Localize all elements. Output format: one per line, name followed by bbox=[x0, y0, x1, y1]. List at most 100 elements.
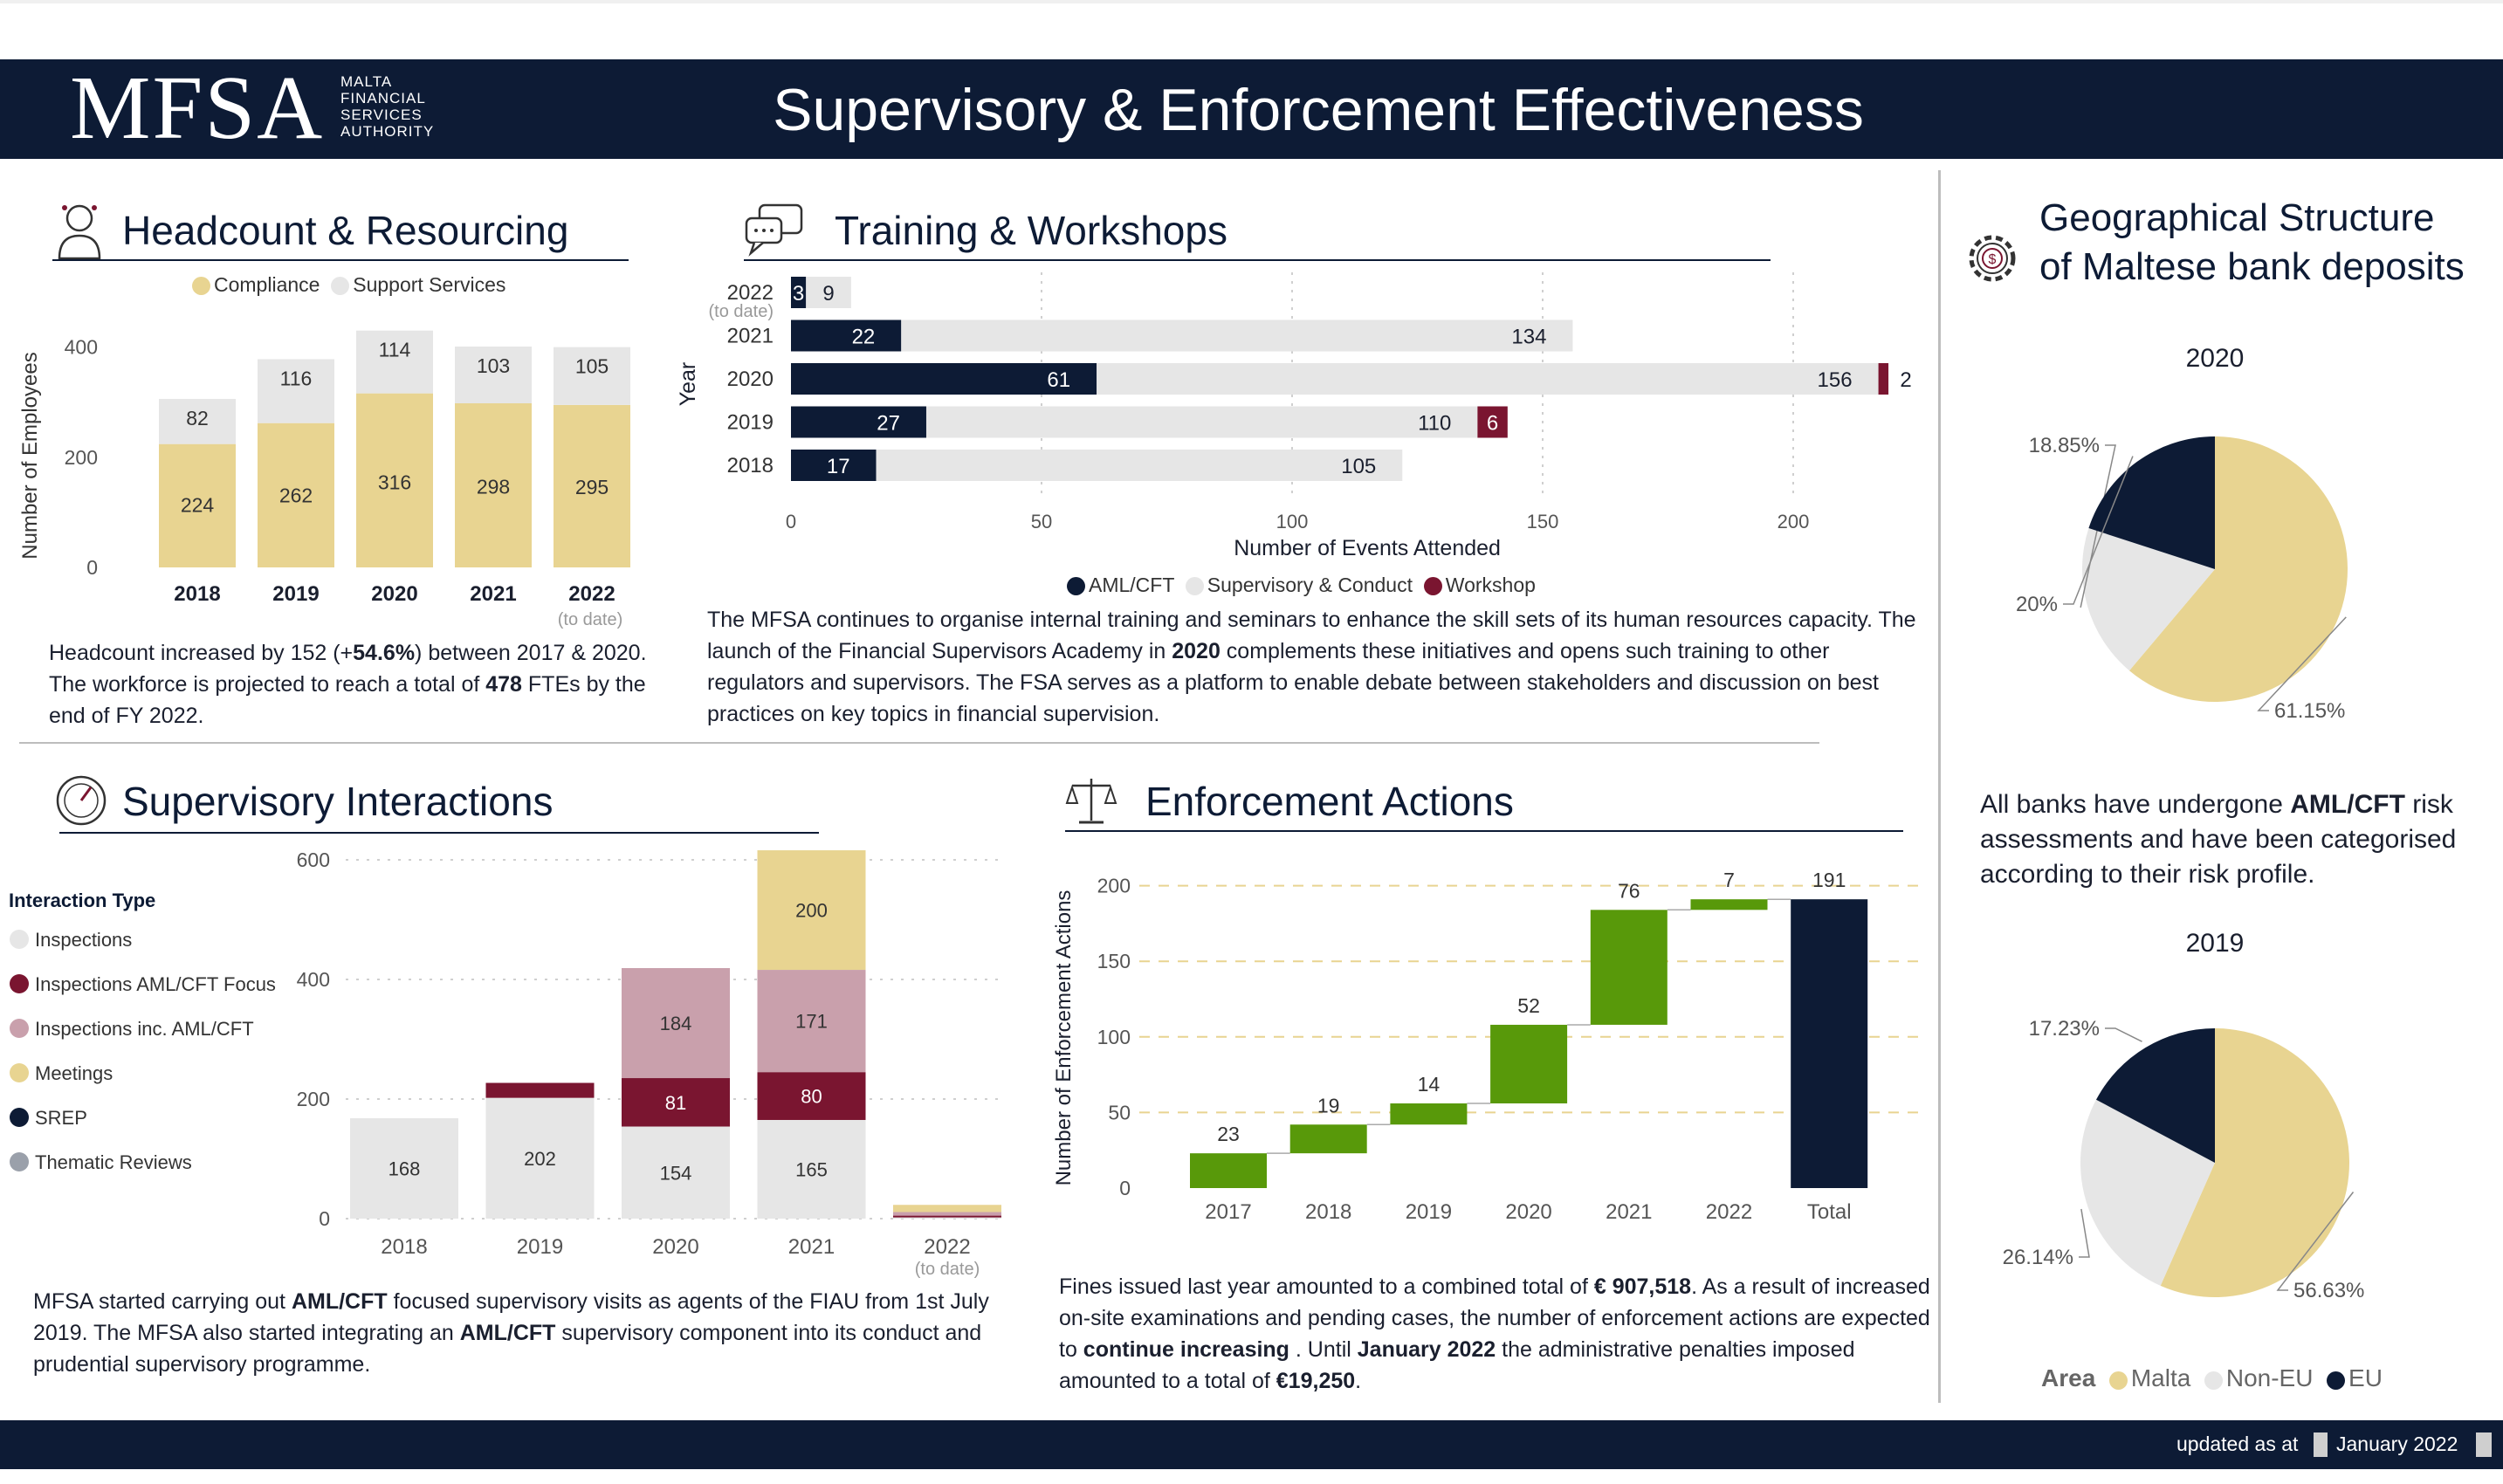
y-tick-label: 400 bbox=[65, 336, 98, 359]
data-label: 295 bbox=[575, 476, 609, 498]
waterfall-bar bbox=[1791, 899, 1868, 1188]
data-label: 168 bbox=[389, 1158, 421, 1179]
data-label: 23 bbox=[1217, 1123, 1240, 1145]
pie-slice bbox=[2129, 436, 2348, 702]
geo-title-line2: of Maltese bank deposits bbox=[2039, 245, 2465, 288]
x-tick-label: 2022 bbox=[568, 582, 615, 606]
bar-segment bbox=[455, 346, 532, 403]
x-tick-label: 2021 bbox=[1606, 1200, 1652, 1224]
bar-segment bbox=[893, 1212, 1001, 1216]
data-label: 6 bbox=[1487, 412, 1498, 436]
training-text: The MFSA continues to organise internal … bbox=[707, 608, 1916, 726]
y-tick-label: 0 bbox=[319, 1207, 330, 1230]
logo-subtitle: MALTA FINANCIAL SERVICES AUTHORITY bbox=[340, 73, 435, 140]
x-tick-note: (to date) bbox=[558, 610, 622, 629]
enforcement-chart: Number of Enforcement Actions 0 50 100 150 20… bbox=[1052, 869, 1921, 1224]
legend-label: Inspections inc. AML/CFT bbox=[35, 1018, 254, 1040]
date-slicer-handle[interactable] bbox=[2314, 1432, 2328, 1457]
leader-line bbox=[2276, 1192, 2355, 1291]
y-tick-label: 100 bbox=[1097, 1026, 1131, 1048]
bar-segment bbox=[258, 423, 334, 567]
mfsa-logo: MFSA bbox=[70, 58, 325, 158]
legend-swatch bbox=[2108, 1371, 2128, 1390]
legend-swatch bbox=[2204, 1371, 2223, 1390]
data-label: 116 bbox=[280, 368, 313, 390]
y-tick-label: 0 bbox=[1119, 1177, 1131, 1199]
pie-data-label: 26.14% bbox=[2003, 1246, 2073, 1269]
pie-data-label: 56.63% bbox=[2293, 1279, 2364, 1302]
x-tick-label: 100 bbox=[1276, 511, 1309, 532]
bar-segment bbox=[757, 1072, 866, 1120]
x-tick-label: 2019 bbox=[517, 1235, 563, 1259]
legend-swatch bbox=[10, 1152, 29, 1171]
y-tick-label: 600 bbox=[297, 848, 330, 871]
x-tick-label: 2018 bbox=[174, 582, 220, 606]
bar-segment bbox=[893, 1205, 1001, 1213]
pie-chart-2019: 2019 56.63% 26.14% 17.23% bbox=[2003, 929, 2365, 1302]
bar-segment bbox=[901, 319, 1573, 352]
y-tick-label: 150 bbox=[1097, 950, 1131, 972]
y-axis-label: Number of Enforcement Actions bbox=[1052, 890, 1076, 1186]
waterfall-bar bbox=[1289, 1124, 1367, 1154]
header-bar: MFSA MALTA FINANCIAL SERVICES AUTHORITY … bbox=[0, 59, 2503, 159]
pie-title: 2019 bbox=[2186, 929, 2245, 958]
data-label: 114 bbox=[379, 339, 411, 361]
data-label: 22 bbox=[852, 326, 876, 349]
page-scroll-handle[interactable] bbox=[2476, 1432, 2492, 1457]
enforcement-text: Fines issued last year amounted to a com… bbox=[1059, 1274, 1930, 1393]
x-tick-note: (to date) bbox=[915, 1260, 980, 1279]
updated-date: January 2022 bbox=[2336, 1432, 2458, 1455]
top-border bbox=[0, 0, 2503, 3]
data-label: 2 bbox=[1900, 368, 1911, 392]
data-label: 9 bbox=[822, 282, 834, 306]
x-tick-label: 2018 bbox=[381, 1235, 427, 1259]
enforcement-title-rule bbox=[1065, 830, 1903, 832]
scales-icon bbox=[1065, 779, 1117, 824]
training-title: Training & Workshops bbox=[835, 208, 1227, 253]
bar-segment bbox=[159, 398, 236, 444]
training-title-rule bbox=[744, 259, 1771, 261]
data-label: 224 bbox=[181, 493, 215, 516]
supervisory-text: MFSA started carrying out AML/CFT focuse… bbox=[33, 1289, 989, 1377]
bar-segment bbox=[258, 359, 334, 423]
x-tick-label: 150 bbox=[1527, 511, 1559, 532]
waterfall-bar bbox=[1590, 910, 1668, 1025]
x-tick-label: 2022 bbox=[924, 1235, 970, 1259]
y-tick-label: 200 bbox=[65, 446, 98, 469]
x-tick-label: 2021 bbox=[788, 1235, 835, 1259]
pie-slice bbox=[2088, 436, 2215, 569]
data-label: 7 bbox=[1723, 869, 1735, 891]
x-tick-label: 2017 bbox=[1205, 1200, 1251, 1224]
data-label: 82 bbox=[186, 407, 209, 429]
legend-swatch bbox=[331, 277, 350, 295]
y-tick-label: 2018 bbox=[727, 454, 774, 477]
bar-segment bbox=[554, 347, 630, 405]
pie-data-label: 20% bbox=[2016, 593, 2058, 616]
geo-legend: Area Malta Non-EU EU bbox=[2041, 1364, 2383, 1391]
data-label: 298 bbox=[477, 475, 510, 498]
bar-segment bbox=[893, 1215, 1001, 1218]
y-tick-label: 400 bbox=[297, 968, 330, 991]
x-tick-label: 2022 bbox=[1706, 1200, 1752, 1224]
training-chart: 0 50 100 150 200 Number of Events Attended Yea… bbox=[676, 272, 1912, 560]
chat-icon bbox=[745, 203, 803, 257]
legend-swatch bbox=[2327, 1371, 2346, 1390]
bar-segment bbox=[806, 277, 851, 308]
x-tick-label: 2020 bbox=[652, 1235, 698, 1259]
geo-text: All banks have undergone AML/CFT risk as… bbox=[1980, 790, 2457, 889]
bar-segment bbox=[791, 277, 807, 308]
bar-segment bbox=[757, 1119, 866, 1219]
data-label: 191 bbox=[1812, 869, 1846, 891]
pie-slice bbox=[2080, 1099, 2215, 1286]
bar-segment bbox=[622, 1126, 730, 1219]
legend-swatch bbox=[10, 1063, 29, 1082]
legend-label: Inspections AML/CFT Focus bbox=[35, 973, 276, 995]
legend-swatch bbox=[192, 277, 210, 295]
data-label: 154 bbox=[660, 1162, 692, 1184]
data-label: 134 bbox=[1511, 326, 1546, 349]
bar-segment bbox=[1097, 363, 1879, 395]
bar-segment bbox=[485, 1097, 595, 1219]
bar-segment bbox=[757, 850, 866, 971]
data-label: 76 bbox=[1618, 879, 1640, 902]
x-tick-label: 2019 bbox=[1406, 1200, 1452, 1224]
